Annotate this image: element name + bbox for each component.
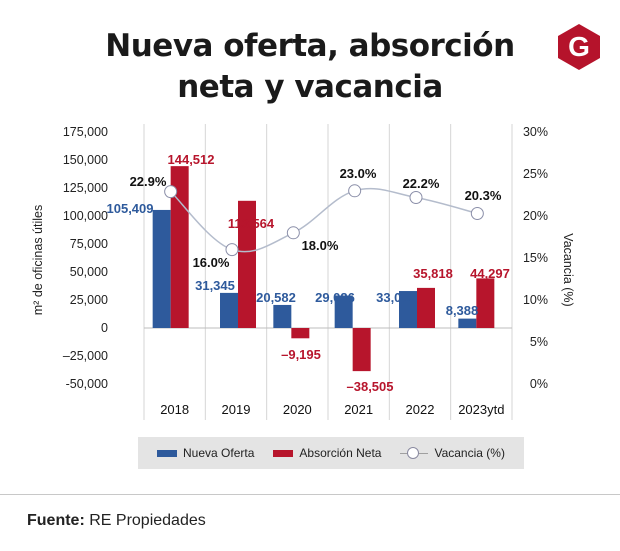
data-label-absorcion-neta: –9,195 [281, 347, 321, 362]
bar-absorcion-neta [417, 287, 435, 328]
legend-label-nueva-oferta: Nueva Oferta [183, 446, 255, 460]
source-label: Fuente: [27, 512, 85, 529]
y-left-tick-label: 0 [101, 321, 108, 335]
data-label-absorcion-neta: 144,512 [168, 152, 215, 167]
legend-marker-vacancia [400, 447, 429, 459]
y-left-tick-label: –25,000 [63, 349, 108, 363]
y-right-tick-label: 15% [523, 251, 548, 265]
data-label-absorcion-neta: –38,505 [347, 379, 394, 394]
bar-absorcion-neta [352, 328, 371, 372]
y-left-tick-label: 50,000 [70, 265, 108, 279]
y-left-tick-label: 75,000 [70, 237, 108, 251]
vacancia-point [409, 191, 423, 205]
data-label-nueva-oferta: 105,409 [107, 201, 154, 216]
bar-nueva-oferta [458, 318, 477, 328]
bar-nueva-oferta [399, 291, 417, 328]
data-label-absorcion-neta: 44,297 [470, 266, 510, 281]
data-label-vacancia: 16.0% [193, 255, 230, 270]
bar-nueva-oferta [334, 295, 353, 328]
x-tick-label: 2022 [406, 402, 435, 417]
y-left-tick-label: 100,000 [63, 209, 108, 223]
legend-item-vacancia: Vacancia (%) [400, 446, 505, 460]
bar-absorcion-neta [238, 200, 256, 328]
source-note: Fuente: RE Propiedades [27, 512, 206, 530]
source-value: RE Propiedades [89, 512, 206, 529]
bar-nueva-oferta [152, 209, 171, 328]
vacancia-point [348, 184, 362, 198]
data-label-nueva-oferta: 29,026 [315, 290, 355, 305]
bar-absorcion-neta [291, 328, 310, 339]
vacancia-point [470, 206, 484, 220]
vacancia-point [286, 226, 300, 240]
title-line-1: Nueva oferta, absorción [105, 28, 515, 64]
footer-divider [0, 494, 620, 495]
title-line-2: neta y vacancia [177, 69, 443, 105]
x-tick-label: 2021 [344, 402, 373, 417]
legend: Nueva Oferta Absorción Neta Vacancia (%) [138, 437, 524, 469]
y-left-tick-label: 125,000 [63, 181, 108, 195]
data-label-absorcion-neta: 35,818 [413, 266, 453, 281]
y-left-tick-label: 150,000 [63, 153, 108, 167]
y-right-tick-label: 30% [523, 125, 548, 139]
data-label-nueva-oferta: 8,388 [446, 303, 479, 318]
y-right-tick-label: 0% [530, 377, 548, 391]
legend-label-absorcion-neta: Absorción Neta [299, 446, 382, 460]
data-label-vacancia: 20.3% [465, 188, 502, 203]
x-tick-label: 2020 [283, 402, 312, 417]
legend-item-absorcion-neta: Absorción Neta [273, 446, 381, 460]
logo-hexagon [558, 24, 600, 70]
bar-nueva-oferta [220, 292, 238, 328]
legend-swatch-absorcion-neta [273, 449, 294, 457]
vacancia-point [225, 243, 239, 257]
data-label-nueva-oferta: 33,003 [376, 290, 416, 305]
data-label-nueva-oferta: 20,582 [256, 290, 296, 305]
vacancia-point [164, 185, 178, 199]
y-right-tick-label: 10% [523, 293, 548, 307]
y-left-tick-label: 175,000 [63, 125, 108, 139]
x-tick-label: 2018 [160, 402, 189, 417]
y-left-tick-label: 25,000 [70, 293, 108, 307]
x-tick-label: 2023ytd [458, 402, 504, 417]
x-tick-label: 2019 [222, 402, 251, 417]
chart-plot: 175,000 150,000 125,000 100,000 75,000 50,000… [63, 124, 548, 420]
g-hexagon-logo-icon: G [558, 24, 600, 70]
y-right-tick-label: 20% [523, 209, 548, 223]
bar-nueva-oferta [273, 304, 292, 328]
data-label-nueva-oferta: 31,345 [195, 278, 235, 293]
chart-title: Nueva oferta, absorción neta y vacancia [90, 26, 530, 108]
data-label-vacancia: 18.0% [302, 238, 339, 253]
data-label-absorcion-neta: 113,564 [228, 216, 275, 231]
legend-label-vacancia: Vacancia (%) [434, 446, 505, 460]
legend-swatch-nueva-oferta [157, 449, 178, 457]
data-label-vacancia: 22.9% [130, 174, 167, 189]
y-right-tick-label: 25% [523, 167, 548, 181]
data-label-vacancia: 23.0% [340, 166, 377, 181]
legend-item-nueva-oferta: Nueva Oferta [157, 446, 254, 460]
y-left-tick-label: -50,000 [66, 377, 108, 391]
y-right-tick-label: 5% [530, 335, 548, 349]
bar-absorcion-neta [476, 278, 495, 328]
logo-letter: G [568, 31, 590, 62]
data-label-vacancia: 22.2% [403, 176, 440, 191]
